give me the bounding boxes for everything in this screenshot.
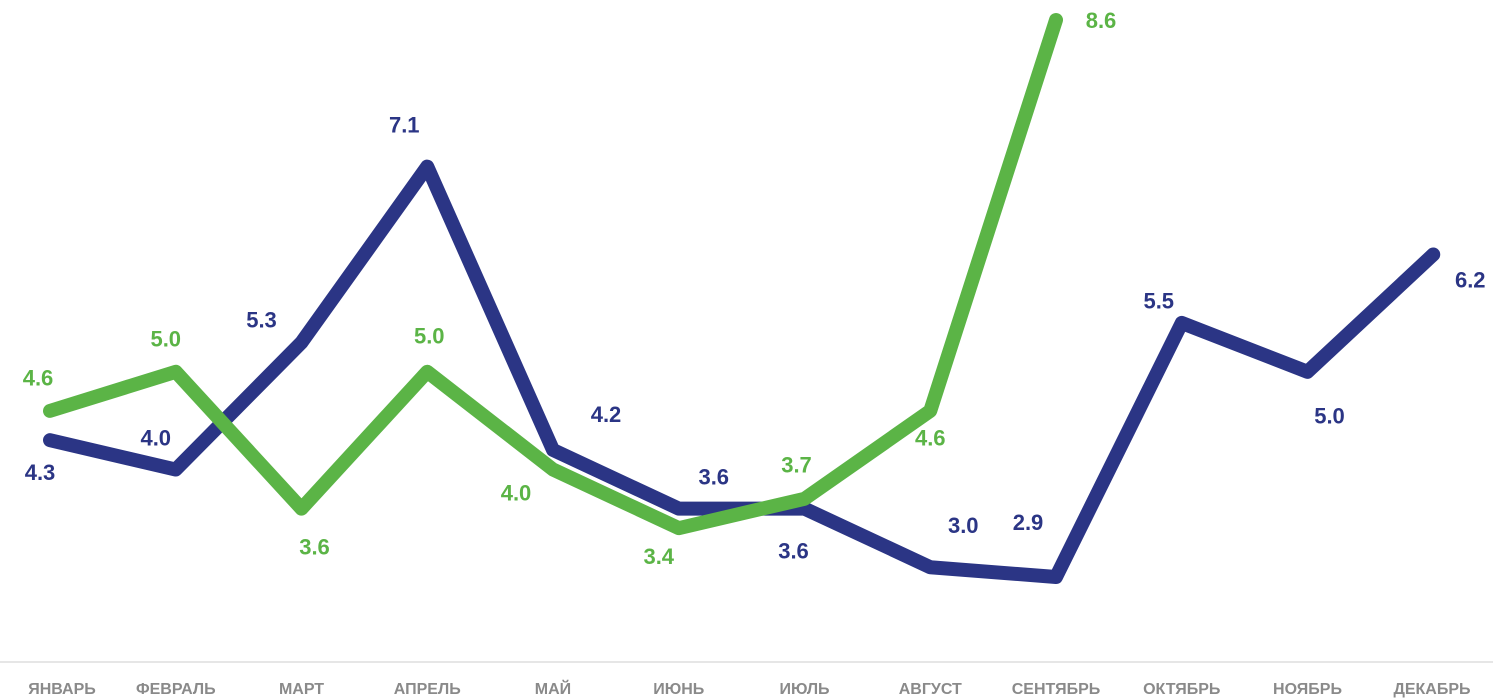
data-label: 5.0 <box>150 327 181 352</box>
data-label: 3.6 <box>778 538 809 563</box>
x-tick-label: МАРТ <box>279 681 324 698</box>
data-label: 4.3 <box>25 460 56 485</box>
x-tick-label: ЯНВАРЬ <box>28 681 96 698</box>
data-label: 4.0 <box>501 480 532 505</box>
data-label: 4.2 <box>591 402 622 427</box>
data-label: 5.0 <box>414 324 445 349</box>
data-label: 3.7 <box>781 453 812 478</box>
data-label: 2.9 <box>1013 510 1044 535</box>
data-label: 3.6 <box>299 534 330 559</box>
data-label: 6.2 <box>1455 267 1486 292</box>
x-tick-label: ФЕВРАЛЬ <box>136 681 216 698</box>
x-tick-label: ИЮНЬ <box>653 681 704 698</box>
x-tick-label: МАЙ <box>535 679 571 698</box>
data-label: 3.6 <box>698 464 729 489</box>
data-label: 5.0 <box>1314 404 1345 429</box>
x-tick-label: АВГУСТ <box>899 681 962 698</box>
x-tick-label: ДЕКАБРЬ <box>1393 681 1470 698</box>
data-label: 4.6 <box>915 426 946 451</box>
data-label: 8.6 <box>1086 8 1117 33</box>
data-label: 7.1 <box>389 112 420 137</box>
x-tick-label: СЕНТЯБРЬ <box>1012 681 1101 698</box>
x-tick-label: ОКТЯБРЬ <box>1143 681 1220 698</box>
data-label: 3.0 <box>948 513 979 538</box>
x-tick-label: ИЮЛЬ <box>779 681 829 698</box>
x-tick-label: АПРЕЛЬ <box>394 681 461 698</box>
data-label: 4.0 <box>140 425 171 450</box>
data-label: 5.5 <box>1143 289 1174 314</box>
data-label: 4.6 <box>23 366 54 391</box>
series-line <box>43 13 1063 536</box>
x-tick-label: НОЯБРЬ <box>1273 681 1342 698</box>
data-label: 3.4 <box>643 544 674 569</box>
data-label: 5.3 <box>246 307 277 332</box>
